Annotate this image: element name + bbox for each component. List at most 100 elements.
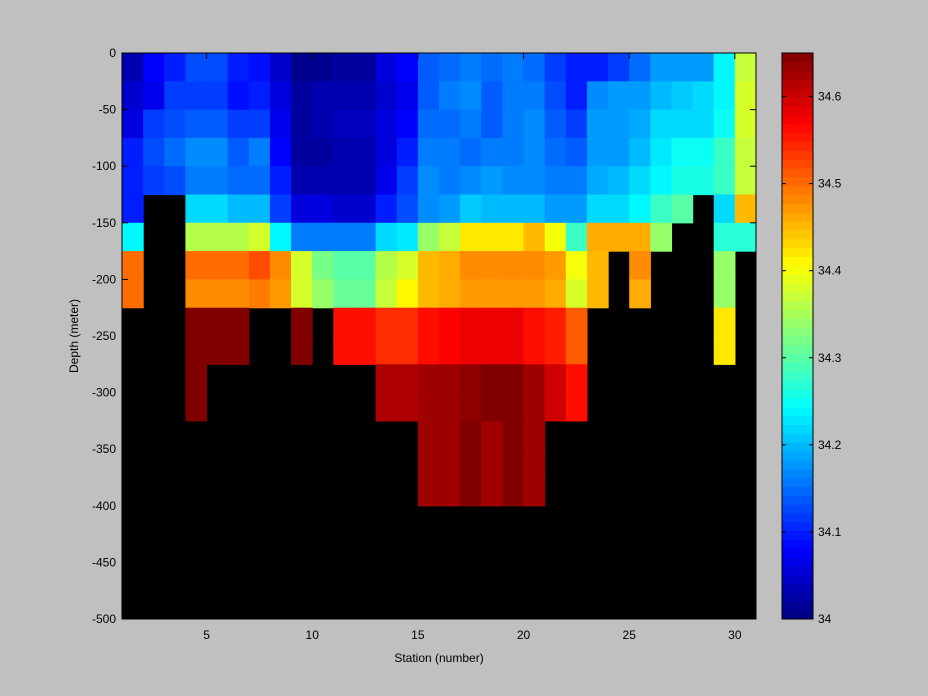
heatmap-cell — [481, 222, 503, 252]
heatmap-cell — [544, 251, 567, 280]
heatmap-cell — [650, 137, 673, 167]
heatmap-cell — [502, 53, 525, 82]
y-tick-label: 0 — [109, 46, 116, 60]
y-tick-label: -150 — [92, 216, 116, 230]
heatmap-cell — [354, 279, 377, 309]
heatmap-cell — [143, 166, 165, 196]
heatmap-cell — [650, 53, 673, 82]
heatmap-cell — [502, 137, 525, 167]
heatmap-cell — [629, 279, 651, 309]
heatmap-cell — [375, 137, 398, 167]
heatmap-cell — [396, 137, 419, 167]
heatmap-cell — [291, 279, 313, 309]
heatmap-cell — [523, 307, 546, 337]
y-tick-label: -400 — [92, 499, 116, 513]
heatmap-cell — [354, 222, 377, 252]
heatmap-cell — [122, 222, 144, 252]
heatmap-cell — [417, 194, 440, 224]
colorbar-swatch — [782, 212, 813, 222]
heatmap-cell — [375, 81, 398, 111]
heatmap-cell — [502, 166, 525, 196]
heatmap-cell — [439, 194, 461, 224]
colorbar-swatch — [782, 247, 813, 257]
heatmap-cell — [122, 137, 144, 167]
colorbar-swatch — [782, 504, 813, 514]
heatmap-cell — [417, 307, 440, 337]
heatmap-cell — [227, 251, 250, 280]
heatmap-cell — [523, 166, 546, 196]
heatmap-cell — [206, 251, 229, 280]
heatmap-cell — [523, 194, 546, 224]
heatmap-cell — [206, 81, 229, 111]
heatmap-cell — [713, 53, 736, 82]
heatmap-cell — [439, 449, 461, 479]
colorbar-swatch — [782, 389, 813, 399]
heatmap-cell — [629, 81, 651, 111]
heatmap-cell — [291, 222, 313, 252]
heatmap-cell — [544, 194, 567, 224]
heatmap-cell — [417, 53, 440, 82]
heatmap-cell — [269, 137, 292, 167]
heatmap-cell — [354, 251, 377, 280]
heatmap-cell — [713, 222, 736, 252]
colorbar-swatch — [782, 159, 813, 169]
heatmap-cell — [439, 81, 461, 111]
heatmap-cell — [248, 166, 271, 196]
heatmap-cell — [248, 137, 271, 167]
heatmap-cell — [312, 194, 334, 224]
heatmap-cell — [122, 194, 144, 224]
heatmap-cell — [544, 166, 567, 196]
heatmap-cell — [439, 222, 461, 252]
x-tick-label: 30 — [728, 628, 742, 642]
colorbar-tick-label: 34.6 — [818, 90, 842, 104]
heatmap-cell — [185, 279, 208, 309]
heatmap-cell — [333, 109, 356, 139]
y-axis: 0 -50 -100 -150 -200 -250 -300 -350 -400 -450 -500 — [92, 46, 756, 626]
heatmap-cell — [502, 364, 525, 394]
heatmap-cell — [269, 166, 292, 196]
heatmap-cell — [439, 109, 461, 139]
heatmap-cell — [523, 392, 546, 422]
heatmap-cell — [439, 364, 461, 394]
heatmap-cell — [460, 420, 482, 450]
heatmap-cell — [164, 166, 186, 196]
heatmap-cell — [734, 137, 757, 167]
heatmap-cell — [481, 477, 503, 507]
heatmap-cell — [629, 166, 651, 196]
heatmap-cell — [671, 166, 694, 196]
colorbar-swatch — [782, 88, 813, 98]
heatmap-cell — [227, 307, 250, 337]
heatmap-cell — [671, 81, 694, 111]
y-tick-label: -50 — [99, 103, 117, 117]
heatmap-cell — [312, 81, 334, 111]
heatmap-cell — [164, 109, 186, 139]
x-tick-label: 10 — [306, 628, 320, 642]
heatmap-cell — [734, 166, 757, 196]
heatmap-cell — [396, 336, 419, 365]
heatmap-cell — [417, 222, 440, 252]
heatmap-cell — [417, 279, 440, 309]
heatmap-cell — [291, 336, 313, 365]
heatmap-cell — [269, 53, 292, 82]
heatmap-cell — [734, 53, 757, 82]
heatmap-cell — [439, 477, 461, 507]
heatmap-cell — [291, 81, 313, 111]
colorbar-swatch — [782, 265, 813, 275]
colorbar-ticks: 34 34.1 34.2 34.3 34.4 34.5 34.6 — [782, 90, 842, 626]
heatmap-cell — [608, 53, 630, 82]
heatmap-cell — [439, 53, 461, 82]
heatmap-cell — [713, 166, 736, 196]
heatmap-cell — [206, 109, 229, 139]
colorbar-swatch — [782, 530, 813, 540]
heatmap-cell — [586, 81, 609, 111]
heatmap-cell — [523, 81, 546, 111]
heatmap-cell — [734, 222, 757, 252]
heatmap-cell — [439, 137, 461, 167]
colorbar-swatch — [782, 53, 813, 63]
y-tick-label: -250 — [92, 329, 116, 343]
heatmap-cell — [396, 307, 419, 337]
colorbar-frame — [781, 52, 814, 620]
colorbar-tick-label: 34.2 — [818, 438, 842, 452]
colorbar-swatch — [782, 291, 813, 302]
